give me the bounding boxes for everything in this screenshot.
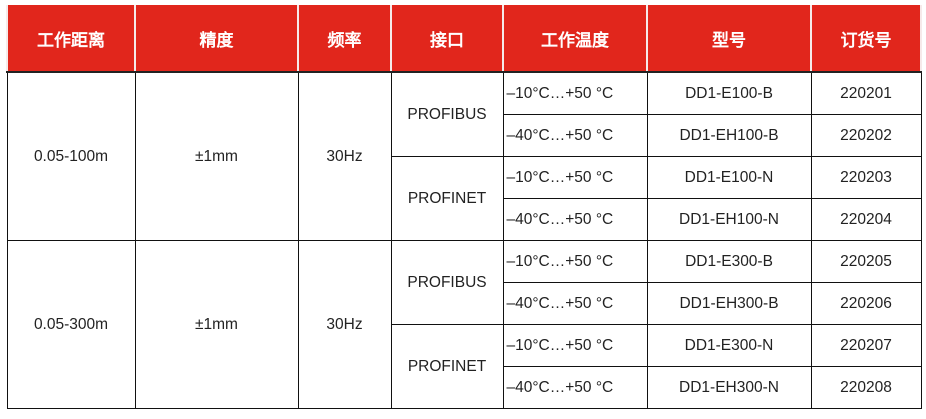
- model-cell: DD1-EH100-B: [646, 114, 812, 157]
- distance-cell: 0.05-300m: [6, 240, 136, 409]
- order-number-cell: 220202: [810, 114, 922, 157]
- order-number-cell: 220208: [810, 366, 922, 409]
- interface-cell: PROFIBUS: [390, 240, 504, 325]
- model-cell: DD1-E300-N: [646, 324, 812, 367]
- interface-cell: PROFINET: [390, 156, 504, 241]
- interface-cell: PROFINET: [390, 324, 504, 409]
- product-order-table: 工作距离 精度 频率 接口 工作温度 型号 订货号 0.05-100m ±1mm 3…: [6, 5, 922, 409]
- header-accuracy: 精度: [134, 5, 299, 73]
- header-temperature: 工作温度: [502, 5, 648, 73]
- table-row: 0.05-300m ±1mm 30Hz PROFIBUS –10°C…+50 °C DD1…: [6, 240, 922, 409]
- table-row: 0.05-100m ±1mm 30Hz PROFIBUS –10°C…+50 °C DD1…: [6, 71, 922, 241]
- model-cell: DD1-E100-B: [646, 71, 812, 115]
- model-cell: DD1-E300-B: [646, 240, 812, 283]
- order-number-cell: 220201: [810, 71, 922, 115]
- header-interface: 接口: [390, 5, 504, 73]
- table-row: –40°C…+50 °C DD1-EH100-N 220204: [7, 198, 922, 241]
- table-row: –40°C…+50 °C DD1-EH300-N 220208: [7, 366, 922, 409]
- model-cell: DD1-EH300-B: [646, 282, 812, 325]
- header-order-number: 订货号: [810, 5, 922, 73]
- model-cell: DD1-E100-N: [646, 156, 812, 199]
- frequency-cell: 30Hz: [297, 240, 392, 409]
- table-row: PROFINET –10°C…+50 °C DD1-E100-N 220203: [7, 156, 922, 241]
- interface-cell: PROFIBUS: [390, 71, 504, 157]
- temperature-cell: –40°C…+50 °C: [502, 282, 648, 325]
- header-model: 型号: [646, 5, 812, 73]
- accuracy-cell: ±1mm: [134, 71, 299, 241]
- table-row: PROFINET –10°C…+50 °C DD1-E300-N 220207: [7, 324, 922, 409]
- distance-cell: 0.05-100m: [6, 71, 136, 241]
- order-number-cell: 220206: [810, 282, 922, 325]
- header-frequency: 频率: [297, 5, 392, 73]
- order-number-cell: 220205: [810, 240, 922, 283]
- table-row: –40°C…+50 °C DD1-EH100-B 220202: [7, 114, 922, 157]
- temperature-cell: –10°C…+50 °C: [502, 240, 648, 283]
- accuracy-cell: ±1mm: [134, 240, 299, 409]
- temperature-cell: –10°C…+50 °C: [502, 324, 648, 367]
- order-number-cell: 220204: [810, 198, 922, 241]
- header-row: 工作距离 精度 频率 接口 工作温度 型号 订货号: [6, 5, 922, 73]
- order-number-cell: 220207: [810, 324, 922, 367]
- temperature-cell: –40°C…+50 °C: [502, 114, 648, 157]
- header-distance: 工作距离: [6, 5, 136, 73]
- table-row: –40°C…+50 °C DD1-EH300-B 220206: [7, 282, 922, 325]
- order-number-cell: 220203: [810, 156, 922, 199]
- model-cell: DD1-EH300-N: [646, 366, 812, 409]
- frequency-cell: 30Hz: [297, 71, 392, 241]
- temperature-cell: –40°C…+50 °C: [502, 198, 648, 241]
- temperature-cell: –40°C…+50 °C: [502, 366, 648, 409]
- temperature-cell: –10°C…+50 °C: [502, 156, 648, 199]
- model-cell: DD1-EH100-N: [646, 198, 812, 241]
- temperature-cell: –10°C…+50 °C: [502, 71, 648, 115]
